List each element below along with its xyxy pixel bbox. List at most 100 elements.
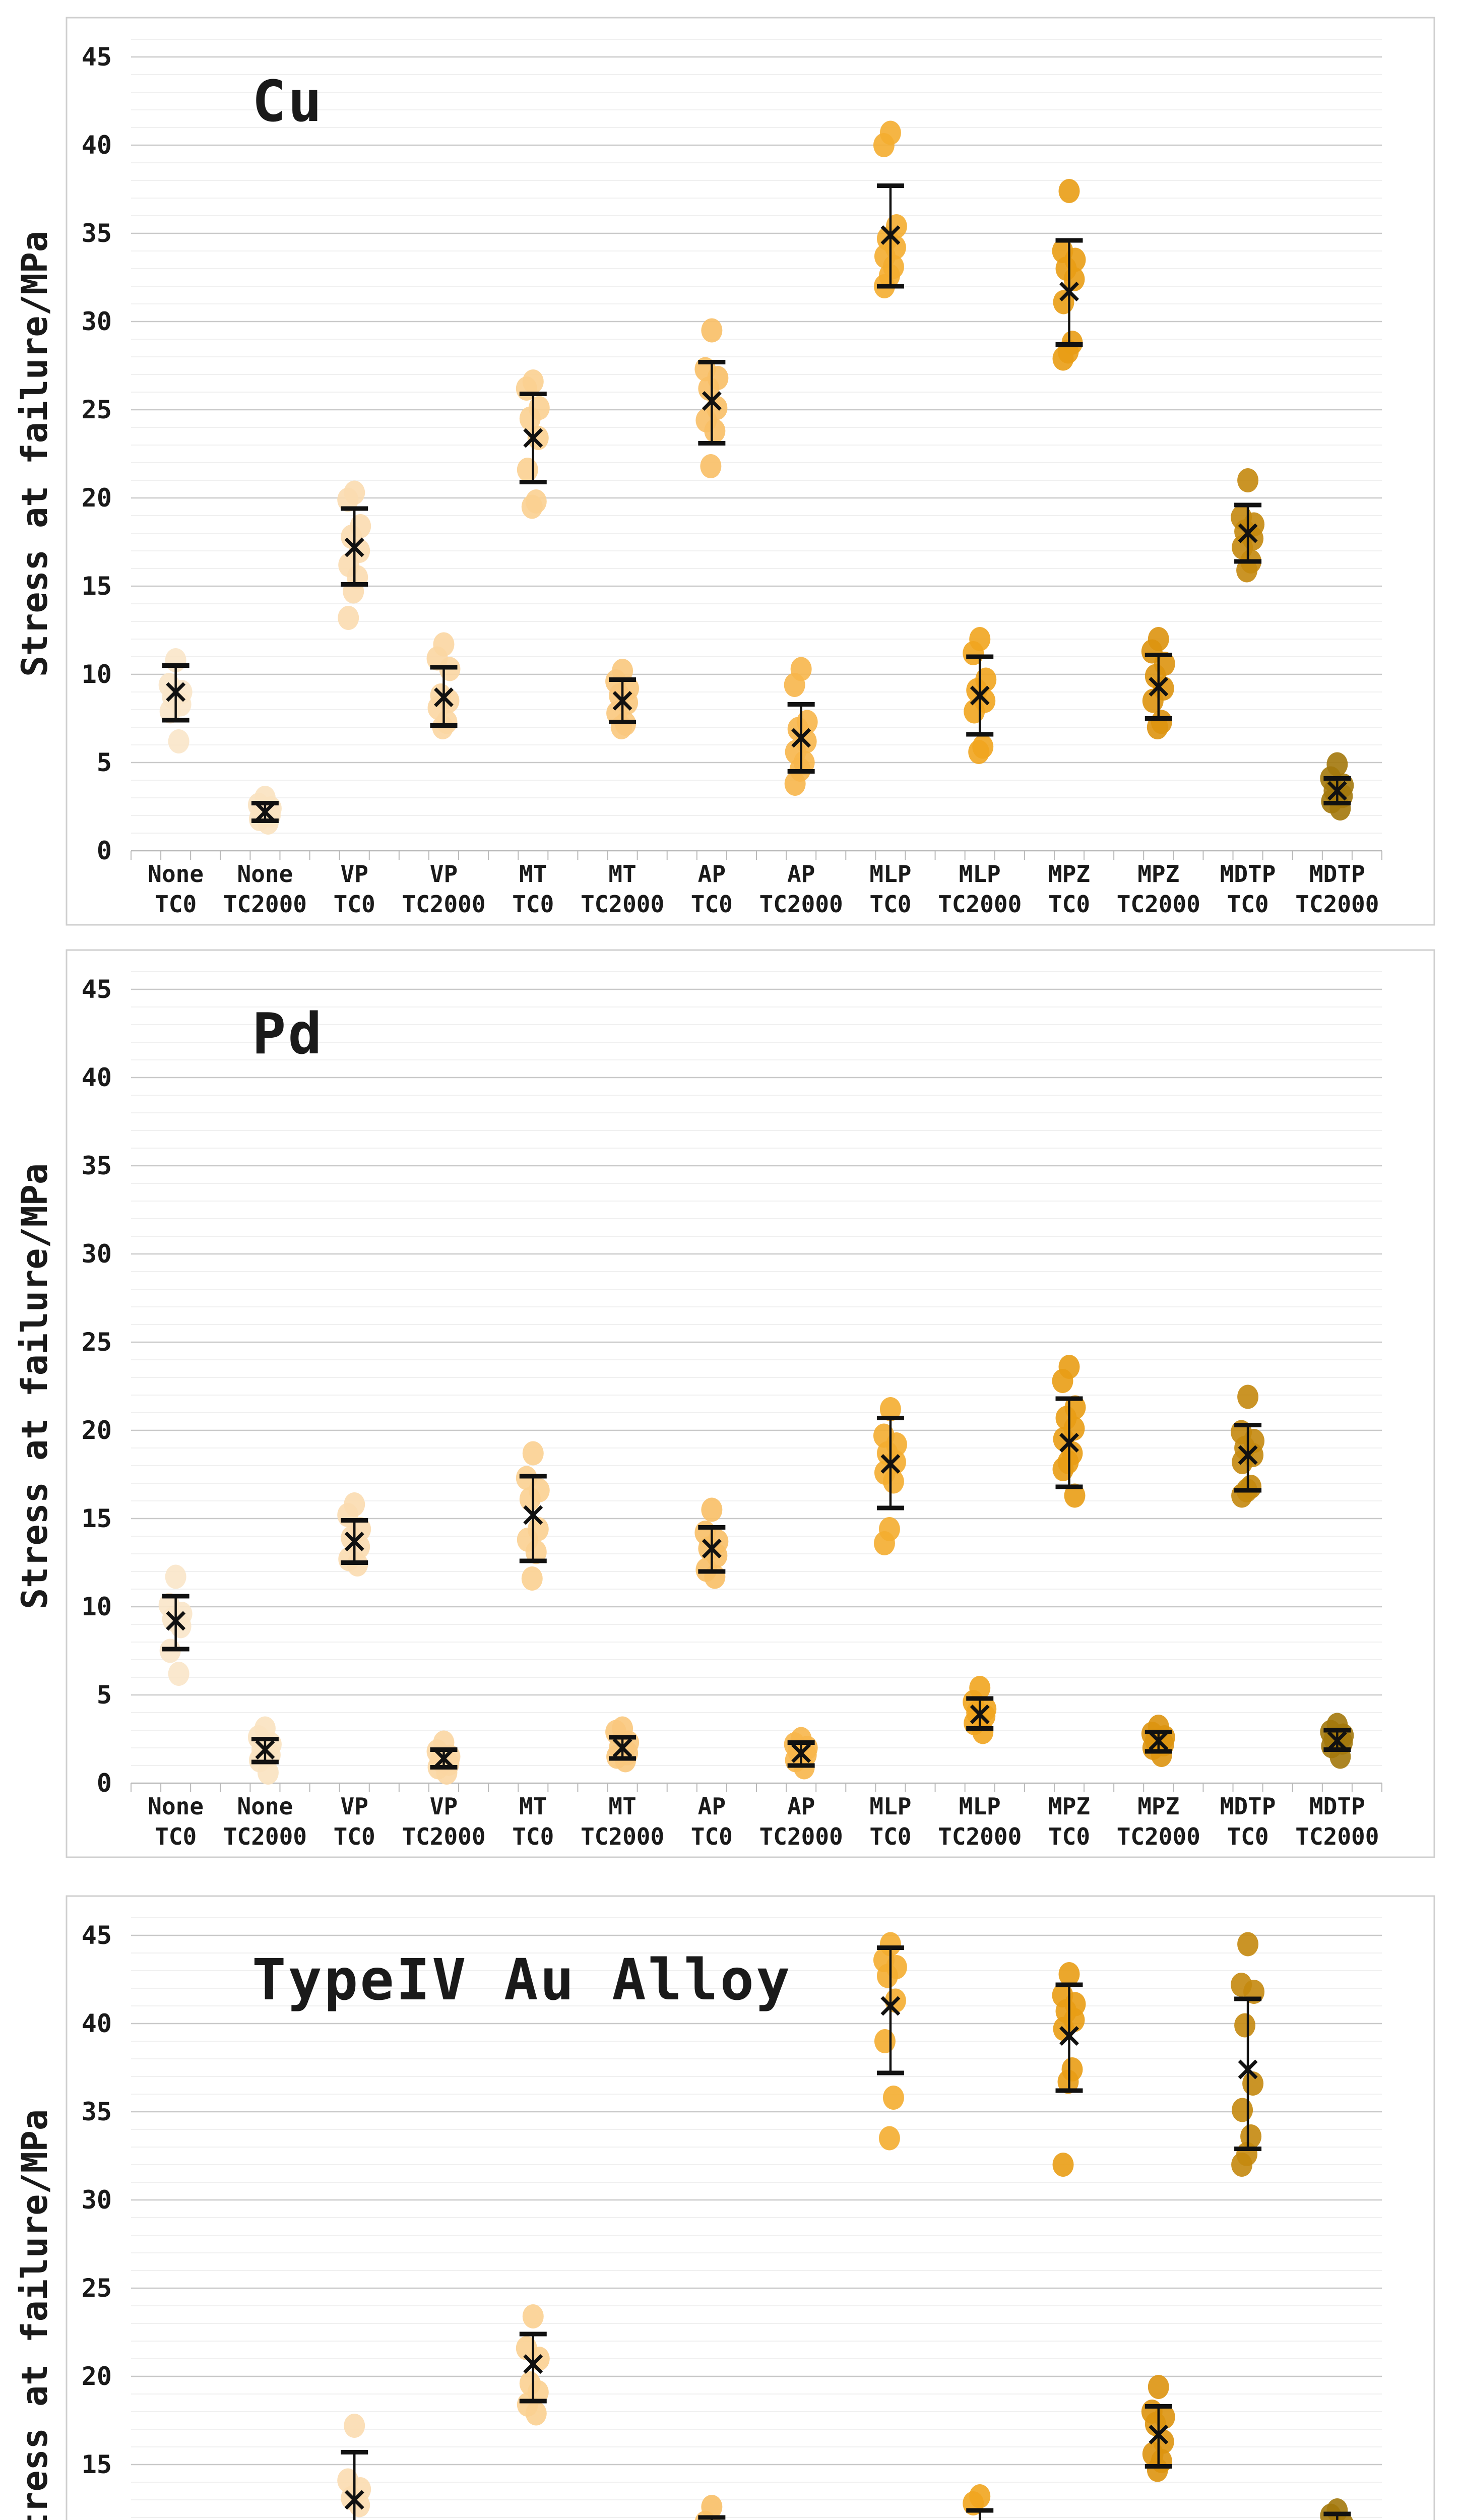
- x-category-label: MLP: [959, 860, 1001, 888]
- mean-marker: [791, 728, 811, 748]
- data-point: [338, 606, 359, 630]
- x-category-label: TC0: [512, 891, 554, 918]
- x-category-label: MDTP: [1309, 1793, 1365, 1820]
- data-point: [879, 1397, 901, 1421]
- y-axis-title: Stress at failure/MPa: [14, 231, 55, 677]
- x-category-label: AP: [787, 1793, 815, 1820]
- mean-marker: [970, 1705, 990, 1724]
- y-tick-label: 45: [82, 42, 112, 72]
- data-point: [704, 1564, 726, 1589]
- y-tick-label: 20: [82, 483, 112, 513]
- data-point: [1237, 468, 1259, 492]
- x-category-label: None: [148, 1793, 204, 1820]
- x-category-label: MT: [608, 860, 636, 888]
- data-point: [1237, 1384, 1259, 1409]
- x-category-label: TC2000: [938, 891, 1022, 918]
- x-category-label: TC2000: [402, 1823, 485, 1850]
- data-point: [168, 1662, 189, 1686]
- x-category-label: MLP: [869, 1793, 911, 1820]
- mean-marker: [166, 1611, 186, 1631]
- x-category-label: TC2000: [223, 1823, 307, 1850]
- x-category-label: TC2000: [223, 891, 307, 918]
- mean-marker: [880, 225, 901, 245]
- mean-marker: [255, 1740, 275, 1759]
- mean-marker: [1059, 282, 1079, 301]
- x-category-label: TC2000: [1295, 1823, 1379, 1850]
- x-category-label: MLP: [869, 860, 911, 888]
- data-point: [1147, 715, 1168, 739]
- data-point: [1329, 796, 1351, 821]
- x-category-label: TC0: [869, 1823, 911, 1850]
- data-point: [700, 454, 722, 478]
- chart-title: Cu: [252, 69, 324, 135]
- y-tick-label: 40: [82, 1063, 112, 1092]
- x-category-label: AP: [698, 1793, 726, 1820]
- x-category-label: MDTP: [1220, 1793, 1276, 1820]
- y-tick-label: 40: [82, 131, 112, 160]
- data-point: [701, 1497, 723, 1522]
- data-point: [1147, 2458, 1168, 2482]
- x-category-label: TC2000: [1117, 1823, 1200, 1850]
- data-point: [521, 1566, 543, 1591]
- y-tick-label: 45: [82, 1921, 112, 1950]
- mean-marker: [344, 1532, 364, 1551]
- x-category-label: TC0: [869, 891, 911, 918]
- x-category-label: TC0: [334, 1823, 375, 1850]
- y-tick-label: 0: [97, 836, 112, 865]
- data-point: [1064, 1483, 1086, 1508]
- data-point: [873, 133, 895, 157]
- x-category-label: None: [237, 1793, 293, 1820]
- y-tick-label: 30: [82, 1239, 112, 1269]
- data-point: [878, 2126, 900, 2151]
- chart-title: TypeIV Au Alloy: [252, 1947, 792, 2013]
- data-point: [1052, 1457, 1074, 1481]
- data-point: [704, 419, 726, 443]
- y-tick-label: 30: [82, 307, 112, 336]
- mean-marker: [1059, 1433, 1079, 1453]
- data-point: [337, 487, 359, 512]
- x-category-label: MDTP: [1220, 860, 1276, 888]
- y-tick-label: 40: [82, 2009, 112, 2038]
- y-tick-label: 20: [82, 2362, 112, 2391]
- y-tick-label: 10: [82, 660, 112, 689]
- data-point: [882, 2086, 904, 2110]
- data-point: [525, 2401, 547, 2426]
- data-point: [784, 673, 805, 697]
- data-point: [1052, 346, 1074, 371]
- data-point: [963, 641, 984, 665]
- y-tick-label: 5: [97, 748, 112, 777]
- y-tick-label: 25: [82, 395, 112, 424]
- mean-marker: [523, 428, 543, 448]
- y-tick-label: 45: [82, 975, 112, 1004]
- x-category-label: TC0: [512, 1823, 554, 1850]
- panel-border-pd: [66, 949, 1435, 1858]
- chart-title: Pd: [252, 1001, 324, 1067]
- x-category-label: TC0: [1227, 1823, 1269, 1850]
- y-tick-label: 25: [82, 2274, 112, 2303]
- mean-marker: [612, 691, 632, 711]
- x-category-label: TC2000: [581, 891, 664, 918]
- data-point: [519, 406, 541, 431]
- panel-border-au: [66, 1895, 1435, 2520]
- x-category-label: TC2000: [759, 1823, 843, 1850]
- mean-marker: [880, 1454, 901, 1474]
- mean-marker: [344, 2490, 364, 2510]
- y-tick-label: 20: [82, 1416, 112, 1445]
- mean-marker: [791, 1743, 811, 1763]
- x-category-label: VP: [430, 1793, 458, 1820]
- x-category-label: None: [237, 860, 293, 888]
- mean-marker: [1238, 1445, 1258, 1465]
- y-tick-label: 15: [82, 1504, 112, 1533]
- data-point: [784, 772, 806, 796]
- x-category-label: VP: [341, 860, 368, 888]
- y-tick-label: 25: [82, 1328, 112, 1357]
- x-category-label: AP: [787, 860, 815, 888]
- x-category-label: MLP: [959, 1793, 1001, 1820]
- y-tick-label: 30: [82, 2185, 112, 2215]
- data-point: [257, 1760, 279, 1785]
- mean-marker: [1149, 2425, 1169, 2444]
- data-point: [874, 2029, 896, 2053]
- x-category-label: MPZ: [1137, 860, 1179, 888]
- data-point: [968, 740, 990, 764]
- x-category-label: TC0: [1048, 1823, 1090, 1850]
